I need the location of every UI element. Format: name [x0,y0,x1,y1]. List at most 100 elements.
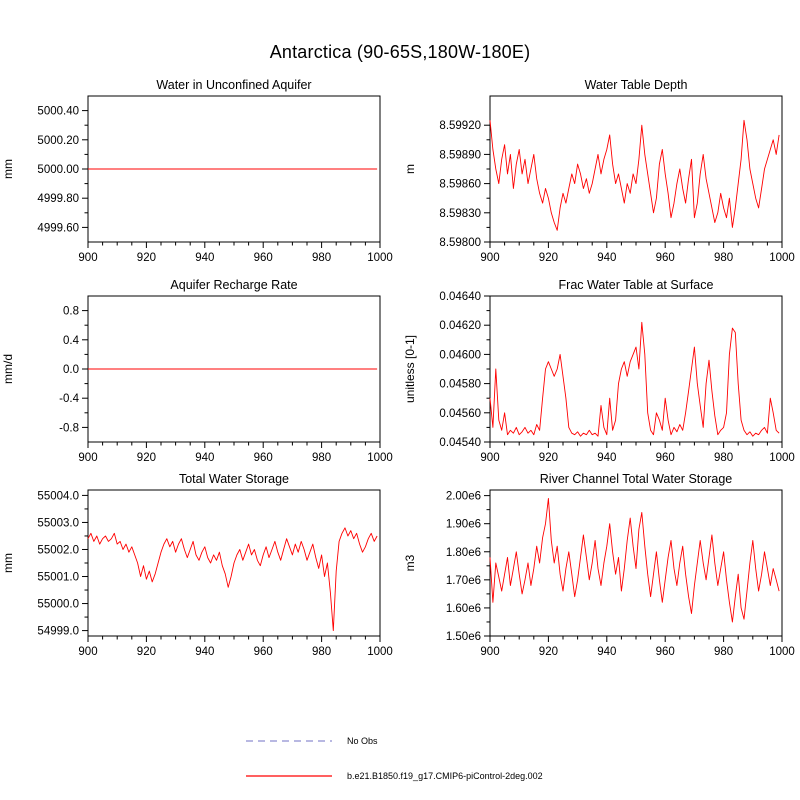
svg-text:4999.80: 4999.80 [37,193,79,205]
svg-text:54999.0: 54999.0 [37,626,79,638]
svg-text:1000: 1000 [367,452,393,464]
svg-text:0.04620: 0.04620 [439,320,481,332]
series-group [489,321,780,437]
svg-text:980: 980 [714,452,733,464]
page-title: Antarctica (90-65S,180W-180E) [269,42,531,62]
svg-text:920: 920 [137,452,156,464]
svg-text:920: 920 [539,452,558,464]
svg-text:1000: 1000 [769,252,795,264]
svg-text:900: 900 [78,646,97,658]
svg-text:960: 960 [254,646,273,658]
svg-text:0.04580: 0.04580 [439,379,481,391]
series-line [489,119,780,231]
svg-text:980: 980 [312,646,331,658]
svg-text:900: 900 [480,252,499,264]
plot-river-channel-total-water-storage: 900 920 940 960 980 1000 1.50e6 1.60e6 1.70e6 1.8… [402,472,800,684]
axes [82,295,381,448]
svg-text:5000.00: 5000.00 [37,164,79,176]
tick-labels: 900 920 940 960 980 1000 54999.0 55000.0 55001.0… [37,490,392,658]
chart-canvas: 900 920 940 960 980 1000 -0.8 -0.4 0.0 0.4 0.8 Aqui… [1,278,393,464]
axes [484,295,783,448]
svg-text:8.59800: 8.59800 [439,237,481,249]
svg-text:980: 980 [312,252,331,264]
svg-text:0.8: 0.8 [63,306,79,318]
svg-text:1.90e6: 1.90e6 [446,519,481,531]
y-axis-label: mm [1,159,15,179]
legend-label-case: b.e21.B1850.f19_g17.CMIP6-piControl-2deg… [347,771,543,781]
svg-text:940: 940 [597,646,616,658]
svg-text:940: 940 [195,452,214,464]
y-axis-label: mm/d [1,354,15,384]
svg-text:0.04600: 0.04600 [439,349,481,361]
svg-text:55003.0: 55003.0 [37,517,79,529]
svg-text:900: 900 [78,452,97,464]
plot-aquifer-recharge-rate: 900 920 940 960 980 1000 -0.8 -0.4 0.0 0.4 0.8 Aqui… [0,278,400,490]
chart-title: Water Table Depth [585,78,688,92]
chart-title: River Channel Total Water Storage [540,472,733,486]
svg-text:920: 920 [539,252,558,264]
chart-title: Total Water Storage [179,472,289,486]
svg-text:55002.0: 55002.0 [37,544,79,556]
svg-text:55004.0: 55004.0 [37,490,79,502]
axes [484,95,783,248]
svg-text:8.59860: 8.59860 [439,179,481,191]
legend-entry-no-obs: No Obs [245,735,378,747]
svg-text:0.4: 0.4 [63,335,80,347]
plot-total-water-storage: 900 920 940 960 980 1000 54999.0 55000.0 55001.0… [0,472,400,684]
svg-text:1000: 1000 [769,452,795,464]
legend-label-no-obs: No Obs [347,736,378,746]
svg-text:2.00e6: 2.00e6 [446,491,481,503]
svg-text:0.0: 0.0 [63,364,79,376]
tick-labels: 900 920 940 960 980 1000 4999.60 4999.80 5000.00… [37,106,392,264]
svg-text:1000: 1000 [367,646,393,658]
svg-text:-0.8: -0.8 [59,422,79,434]
svg-text:920: 920 [137,252,156,264]
y-axis-label: unitless [0-1] [403,335,417,403]
svg-text:960: 960 [656,646,675,658]
svg-text:940: 940 [195,252,214,264]
plot-frac-water-table-at-surface: 900 920 940 960 980 1000 0.04540 0.04560 0.04580… [402,278,800,490]
plot-water-in-unconfined-aquifer: 900 920 940 960 980 1000 4999.60 4999.80 5000.00… [0,78,400,290]
svg-text:900: 900 [78,252,97,264]
chart-title: Water in Unconfined Aquifer [156,78,311,92]
plot-water-table-depth: 900 920 940 960 980 1000 8.59800 8.59830 8.59860… [402,78,800,290]
svg-text:4999.60: 4999.60 [37,222,79,234]
svg-text:940: 940 [597,252,616,264]
svg-text:8.59890: 8.59890 [439,149,481,161]
svg-text:55001.0: 55001.0 [37,572,79,584]
svg-text:940: 940 [195,646,214,658]
series-line [489,497,780,623]
svg-text:0.04560: 0.04560 [439,408,481,420]
axes [82,95,381,248]
chart-canvas: 900 920 940 960 980 1000 1.50e6 1.60e6 1.70e6 1.8… [403,472,795,658]
svg-text:1000: 1000 [367,252,393,264]
svg-text:980: 980 [714,646,733,658]
y-axis-label: m [403,164,417,174]
svg-text:5000.40: 5000.40 [37,106,79,118]
svg-text:980: 980 [714,252,733,264]
chart-canvas: 900 920 940 960 980 1000 8.59800 8.59830 8.59860… [403,78,795,264]
svg-text:960: 960 [656,252,675,264]
y-axis-label: m3 [403,554,417,571]
svg-text:920: 920 [137,646,156,658]
tick-labels: 900 920 940 960 980 1000 1.50e6 1.60e6 1.70e6 1.8… [446,491,795,658]
svg-text:1.80e6: 1.80e6 [446,547,481,559]
series-group [489,119,780,231]
chart-canvas: 900 920 940 960 980 1000 54999.0 55000.0 55001.0… [1,472,393,658]
series-line [87,527,378,632]
svg-text:5000.20: 5000.20 [37,135,79,147]
svg-text:960: 960 [254,452,273,464]
svg-text:-0.4: -0.4 [59,393,79,405]
svg-text:940: 940 [597,452,616,464]
svg-text:960: 960 [254,252,273,264]
tick-labels: 900 920 940 960 980 1000 0.04540 0.04560 0.04580… [439,291,794,464]
svg-text:960: 960 [656,452,675,464]
chart-title: Aquifer Recharge Rate [170,278,297,292]
series-group [87,527,378,632]
svg-text:1.50e6: 1.50e6 [446,631,481,643]
svg-text:1.70e6: 1.70e6 [446,575,481,587]
svg-text:920: 920 [539,646,558,658]
chart-canvas: 900 920 940 960 980 1000 4999.60 4999.80 5000.00… [1,78,393,264]
no-obs-line [246,740,332,742]
